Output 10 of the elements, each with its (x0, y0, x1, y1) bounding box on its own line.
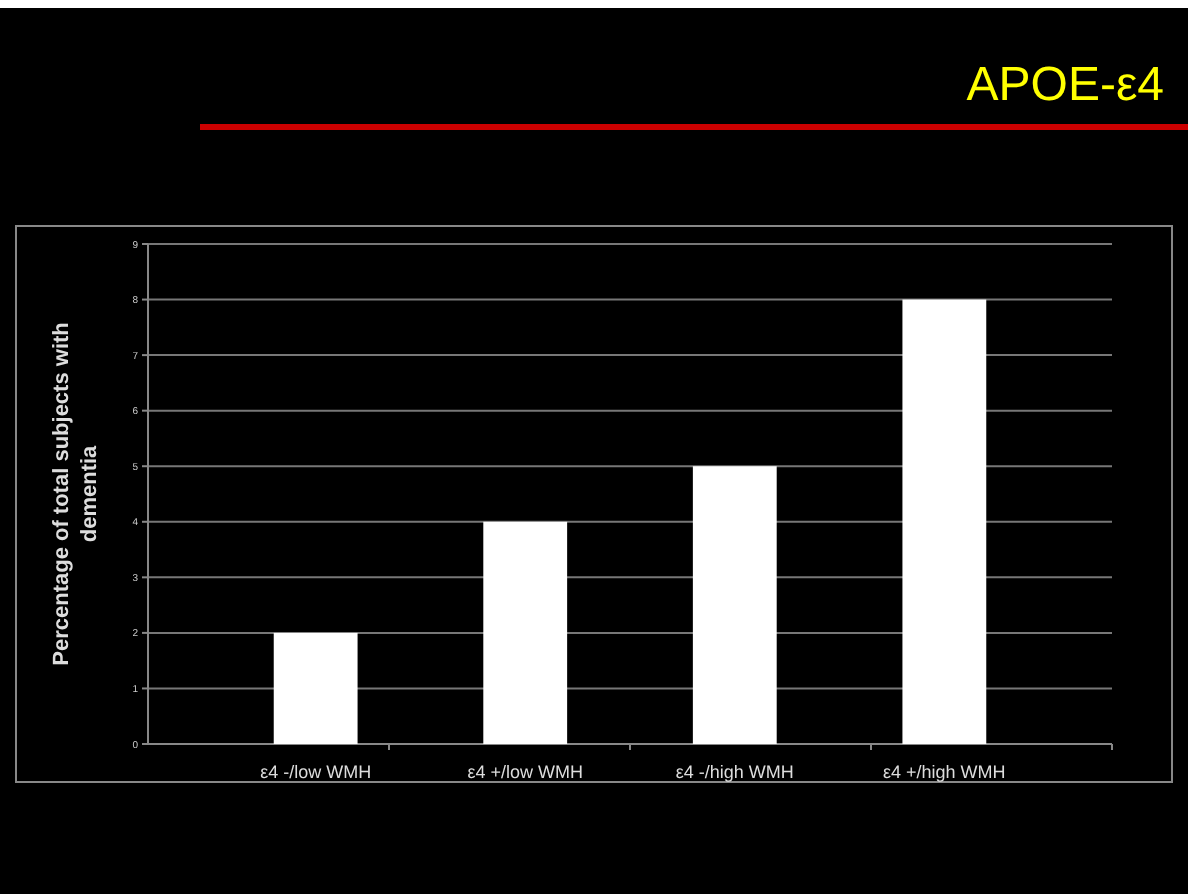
x-tick-label: ε4 -/high WMH (675, 762, 794, 782)
bar (692, 466, 777, 744)
x-tick-label: ε4 +/high WMH (883, 762, 1006, 782)
chart-title: APOE-ε4 (966, 58, 1164, 112)
y-axis-title: Percentage of total subjects with dementia (50, 321, 102, 666)
bar (483, 521, 568, 744)
bar (273, 632, 358, 744)
bar (902, 299, 987, 744)
x-tick-label: ε4 +/low WMH (467, 762, 583, 782)
x-tick-label: ε4 -/low WMH (260, 762, 372, 782)
